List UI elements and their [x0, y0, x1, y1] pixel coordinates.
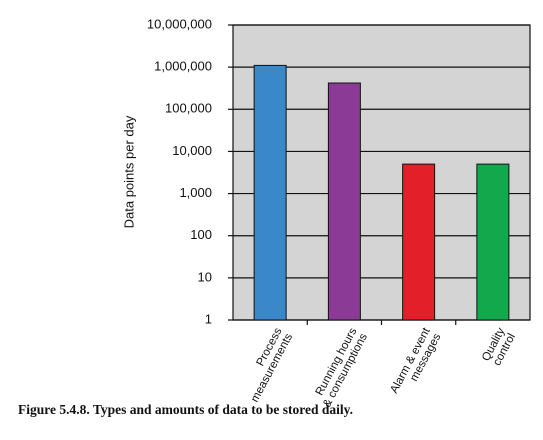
bar	[476, 163, 510, 321]
y-tick-label: 10,000	[172, 143, 212, 158]
caption: Figure 5.4.8. Types and amounts of data …	[18, 402, 354, 417]
bar	[327, 82, 361, 321]
y-tick-label: 10,000,000	[147, 16, 212, 31]
bar	[402, 163, 436, 321]
y-tick-label: 100,000	[165, 101, 212, 116]
y-tick-label: 1,000,000	[154, 59, 212, 74]
y-axis-label: Data points per day	[121, 115, 136, 228]
y-tick-label: 10	[198, 269, 212, 284]
y-tick-label: 1,000	[179, 185, 212, 200]
bar	[253, 64, 287, 321]
y-tick-label: 1	[205, 311, 212, 326]
y-tick-label: 100	[190, 227, 212, 242]
